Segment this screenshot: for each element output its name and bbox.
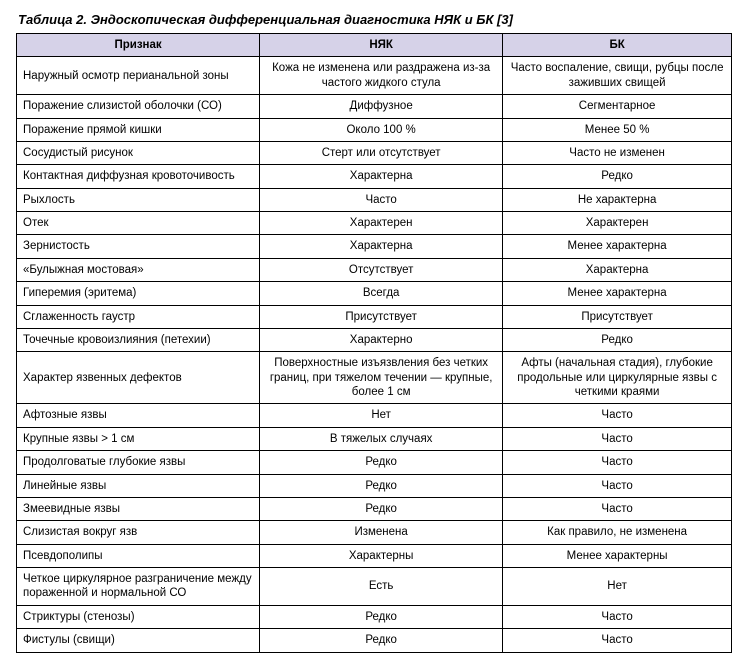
cell-sign: Слизистая вокруг язв	[17, 521, 260, 544]
table-row: Змеевидные язвыРедкоЧасто	[17, 497, 732, 520]
table-row: Афтозные язвыНетЧасто	[17, 404, 732, 427]
table-row: Поражение слизистой оболочки (СО)Диффузн…	[17, 95, 732, 118]
cell-sign: Наружный осмотр перианальной зоны	[17, 57, 260, 95]
cell-uc: Характерна	[260, 235, 503, 258]
cell-cd: Менее характерна	[503, 235, 732, 258]
cell-uc: Диффузное	[260, 95, 503, 118]
cell-sign: Змеевидные язвы	[17, 497, 260, 520]
table-row: Продолговатые глубокие язвыРедкоЧасто	[17, 451, 732, 474]
cell-sign: Сосудистый рисунок	[17, 141, 260, 164]
cell-sign: Зернистость	[17, 235, 260, 258]
table-row: Гиперемия (эритема)ВсегдаМенее характерн…	[17, 282, 732, 305]
cell-uc: Редко	[260, 451, 503, 474]
cell-sign: Стриктуры (стенозы)	[17, 605, 260, 628]
cell-uc: Нет	[260, 404, 503, 427]
cell-cd: Часто не изменен	[503, 141, 732, 164]
table-row: ПсевдополипыХарактерныМенее характерны	[17, 544, 732, 567]
cell-sign: «Булыжная мостовая»	[17, 258, 260, 281]
cell-uc: Всегда	[260, 282, 503, 305]
table-row: Сглаженность гаустрПрисутствуетПрисутств…	[17, 305, 732, 328]
cell-sign: Афтозные язвы	[17, 404, 260, 427]
cell-sign: Поражение слизистой оболочки (СО)	[17, 95, 260, 118]
table-title: Таблица 2. Эндоскопическая дифференциаль…	[18, 12, 732, 27]
cell-sign: Сглаженность гаустр	[17, 305, 260, 328]
cell-uc: Поверхностные изъязвления без четких гра…	[260, 352, 503, 404]
cell-uc: Стерт или отсутствует	[260, 141, 503, 164]
cell-cd: Редко	[503, 328, 732, 351]
table-row: Сосудистый рисунокСтерт или отсутствуетЧ…	[17, 141, 732, 164]
table-row: «Булыжная мостовая»ОтсутствуетХарактерна	[17, 258, 732, 281]
cell-uc: В тяжелых случаях	[260, 427, 503, 450]
cell-sign: Характер язвенных дефектов	[17, 352, 260, 404]
cell-cd: Как правило, не изменена	[503, 521, 732, 544]
cell-sign: Гиперемия (эритема)	[17, 282, 260, 305]
cell-uc: Отсутствует	[260, 258, 503, 281]
cell-cd: Часто	[503, 629, 732, 652]
cell-cd: Менее характерны	[503, 544, 732, 567]
table-body: Наружный осмотр перианальной зоныКожа не…	[17, 57, 732, 652]
table-row: Поражение прямой кишкиОколо 100 %Менее 5…	[17, 118, 732, 141]
cell-sign: Линейные язвы	[17, 474, 260, 497]
cell-cd: Часто	[503, 427, 732, 450]
table-row: Точечные кровоизлияния (петехии)Характер…	[17, 328, 732, 351]
cell-cd: Часто	[503, 404, 732, 427]
cell-sign: Псевдополипы	[17, 544, 260, 567]
cell-cd: Часто	[503, 497, 732, 520]
cell-sign: Крупные язвы > 1 см	[17, 427, 260, 450]
cell-cd: Менее характерна	[503, 282, 732, 305]
table-row: Крупные язвы > 1 смВ тяжелых случаяхЧаст…	[17, 427, 732, 450]
cell-uc: Часто	[260, 188, 503, 211]
cell-uc: Редко	[260, 497, 503, 520]
table-row: Характер язвенных дефектовПоверхностные …	[17, 352, 732, 404]
table-row: Четкое циркулярное разграничение между п…	[17, 568, 732, 606]
cell-sign: Точечные кровоизлияния (петехии)	[17, 328, 260, 351]
cell-cd: Афты (начальная стадия), глубокие продол…	[503, 352, 732, 404]
cell-sign: Рыхлость	[17, 188, 260, 211]
cell-uc: Характерно	[260, 328, 503, 351]
cell-sign: Четкое циркулярное разграничение между п…	[17, 568, 260, 606]
cell-uc: Изменена	[260, 521, 503, 544]
table-row: ОтекХарактеренХарактерен	[17, 212, 732, 235]
cell-uc: Характерен	[260, 212, 503, 235]
table-row: Слизистая вокруг язвИзмененаКак правило,…	[17, 521, 732, 544]
cell-cd: Характерен	[503, 212, 732, 235]
col-header-uc: НЯК	[260, 34, 503, 57]
cell-cd: Редко	[503, 165, 732, 188]
table-row: ЗернистостьХарактернаМенее характерна	[17, 235, 732, 258]
cell-sign: Поражение прямой кишки	[17, 118, 260, 141]
cell-uc: Присутствует	[260, 305, 503, 328]
col-header-cd: БК	[503, 34, 732, 57]
cell-uc: Характерна	[260, 165, 503, 188]
diagnostic-table: Признак НЯК БК Наружный осмотр перианаль…	[16, 33, 732, 653]
table-row: Линейные язвыРедкоЧасто	[17, 474, 732, 497]
cell-cd: Часто	[503, 451, 732, 474]
cell-sign: Фистулы (свищи)	[17, 629, 260, 652]
table-row: Стриктуры (стенозы)РедкоЧасто	[17, 605, 732, 628]
cell-sign: Продолговатые глубокие язвы	[17, 451, 260, 474]
table-row: Контактная диффузная кровоточивостьХарак…	[17, 165, 732, 188]
cell-cd: Часто	[503, 605, 732, 628]
cell-uc: Редко	[260, 629, 503, 652]
table-header-row: Признак НЯК БК	[17, 34, 732, 57]
cell-cd: Присутствует	[503, 305, 732, 328]
cell-cd: Часто воспаление, свищи, рубцы после заж…	[503, 57, 732, 95]
cell-uc: Редко	[260, 605, 503, 628]
cell-uc: Есть	[260, 568, 503, 606]
table-row: Наружный осмотр перианальной зоныКожа не…	[17, 57, 732, 95]
cell-sign: Отек	[17, 212, 260, 235]
cell-cd: Менее 50 %	[503, 118, 732, 141]
cell-sign: Контактная диффузная кровоточивость	[17, 165, 260, 188]
cell-uc: Редко	[260, 474, 503, 497]
cell-cd: Сегментарное	[503, 95, 732, 118]
cell-uc: Кожа не изменена или раздражена из-за ча…	[260, 57, 503, 95]
cell-cd: Характерна	[503, 258, 732, 281]
cell-cd: Не характерна	[503, 188, 732, 211]
col-header-sign: Признак	[17, 34, 260, 57]
cell-uc: Характерны	[260, 544, 503, 567]
cell-cd: Часто	[503, 474, 732, 497]
cell-cd: Нет	[503, 568, 732, 606]
cell-uc: Около 100 %	[260, 118, 503, 141]
table-row: РыхлостьЧастоНе характерна	[17, 188, 732, 211]
table-row: Фистулы (свищи)РедкоЧасто	[17, 629, 732, 652]
